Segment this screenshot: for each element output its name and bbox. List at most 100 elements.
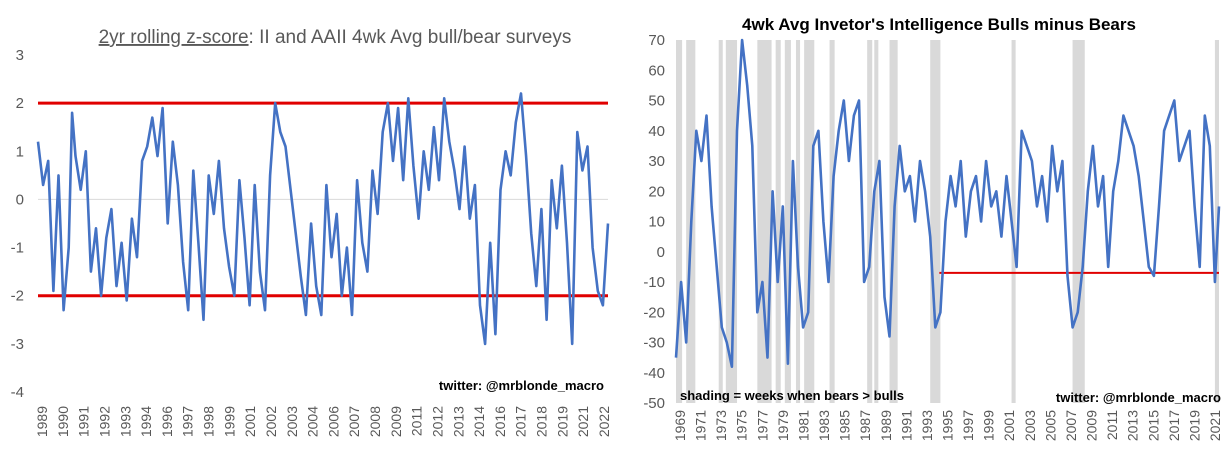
x-tick-label: 2007	[346, 406, 362, 437]
x-tick-label: 2004	[305, 406, 321, 437]
x-tick-label: 1991	[76, 406, 92, 437]
bear-shading-band	[1072, 40, 1085, 403]
x-tick-label: 2011	[409, 406, 425, 436]
x-tick-label: 1998	[201, 406, 217, 437]
zscore-series-line	[36, 92, 610, 346]
x-tick-label: 2015	[1145, 410, 1161, 441]
x-tick-label: 2021	[575, 406, 591, 437]
x-tick-label: 1987	[857, 410, 873, 441]
x-tick-label: 1969	[672, 410, 688, 441]
x-tick-label: 1990	[55, 406, 71, 437]
ii-chart-svg: 4wk Avg Invetor's Intelligence Bulls min…	[643, 15, 1223, 441]
y-tick-label: 3	[16, 47, 24, 64]
y-tick-label: -30	[643, 335, 665, 352]
x-tick-label: 2014	[471, 406, 487, 437]
x-tick-label: 1997	[180, 406, 196, 437]
y-tick-label: 20	[648, 183, 665, 200]
chart-title: 4wk Avg Invetor's Intelligence Bulls min…	[742, 15, 1136, 34]
x-tick-label: 2022	[596, 406, 612, 437]
y-tick-label: -10	[643, 274, 665, 291]
x-tick-label: 2001	[1001, 410, 1017, 441]
x-tick-label: 2019	[1186, 410, 1202, 441]
bear-shading-band	[1011, 40, 1016, 403]
shading-note: shading = weeks when bears > bulls	[680, 388, 904, 403]
x-tick-label: 1999	[981, 410, 997, 441]
bear-shading-band	[795, 40, 801, 403]
bear-shading-band	[775, 40, 781, 403]
x-tick-label: 1989	[878, 410, 894, 441]
bear-shading-band	[725, 40, 738, 403]
y-tick-label: -20	[643, 304, 665, 321]
x-tick-label: 1997	[960, 410, 976, 441]
y-tick-label: -1	[11, 240, 24, 257]
ii-series-line	[674, 38, 1221, 368]
x-tick-label: 2007	[1063, 410, 1079, 441]
y-tick-label: 0	[16, 191, 24, 208]
x-tick-label: 1971	[693, 410, 709, 441]
x-tick-label: 1999	[221, 406, 237, 437]
x-tick-label: 1977	[754, 410, 770, 441]
credit-label: twitter: @mrblonde_macro	[439, 378, 604, 393]
x-tick-label: 2019	[554, 406, 570, 437]
y-tick-label: 50	[648, 93, 665, 110]
y-tick-label: 1	[16, 143, 24, 160]
x-tick-label: 1975	[734, 410, 750, 441]
y-tick-label: -3	[11, 336, 24, 353]
chart-title: 2yr rolling z-score: II and AAII 4wk Avg…	[99, 27, 572, 48]
x-tick-label: 2013	[450, 406, 466, 437]
x-tick-label: 1983	[816, 410, 832, 441]
zscore-chart: 2yr rolling z-score: II and AAII 4wk Avg…	[0, 0, 616, 466]
y-tick-label: -40	[643, 365, 665, 382]
y-tick-label: 2	[16, 95, 24, 112]
x-tick-label: 1985	[837, 410, 853, 441]
x-tick-label: 2009	[388, 406, 404, 437]
x-tick-label: 1992	[96, 406, 112, 437]
y-tick-label: 40	[648, 123, 665, 140]
zscore-chart-svg: 2yr rolling z-score: II and AAII 4wk Avg…	[11, 27, 612, 437]
x-tick-label: 2012	[429, 406, 445, 437]
x-tick-label: 1993	[919, 410, 935, 441]
x-tick-label: 2008	[367, 406, 383, 437]
x-tick-label: 2017	[1166, 410, 1182, 441]
x-tick-label: 1989	[34, 406, 50, 437]
y-tick-label: 0	[657, 244, 665, 261]
x-tick-label: 2005	[1042, 410, 1058, 441]
y-tick-label: -2	[11, 288, 24, 305]
y-tick-label: 30	[648, 153, 665, 170]
bear-shading-band	[718, 40, 723, 403]
bear-shading-band	[804, 40, 815, 403]
x-tick-label: 1991	[898, 410, 914, 441]
chart-title-rest: : II and AAII 4wk Avg bull/bear surveys	[249, 27, 572, 48]
bear-shading-band	[676, 40, 683, 403]
x-tick-label: 2021	[1207, 410, 1223, 441]
y-tick-label: 10	[648, 214, 665, 231]
x-tick-label: 2017	[513, 406, 529, 437]
ii-bulls-bears-chart: 4wk Avg Invetor's Intelligence Bulls min…	[616, 0, 1231, 466]
x-tick-label: 1994	[138, 406, 154, 437]
x-tick-label: 2001	[242, 406, 258, 437]
x-tick-label: 2006	[325, 406, 341, 437]
x-tick-label: 1995	[940, 410, 956, 441]
x-tick-label: 2003	[1022, 410, 1038, 441]
x-tick-label: 2002	[263, 406, 279, 437]
x-tick-label: 2003	[284, 406, 300, 437]
y-tick-label: -4	[11, 384, 24, 401]
bear-shading-band	[784, 40, 791, 403]
y-tick-label: -50	[643, 395, 665, 412]
x-tick-label: 1973	[713, 410, 729, 441]
bear-shading-band	[757, 40, 772, 403]
chart-title-underlined: 2yr rolling z-score	[99, 27, 249, 48]
bear-shading-band	[867, 40, 873, 403]
x-tick-label: 1996	[159, 406, 175, 437]
credit-label: twitter: @mrblonde_macro	[1056, 390, 1221, 405]
x-tick-label: 2011	[1104, 410, 1120, 440]
x-tick-label: 1993	[117, 406, 133, 437]
x-tick-label: 2016	[492, 406, 508, 437]
bear-shading-band	[874, 40, 879, 403]
x-tick-label: 1981	[795, 410, 811, 441]
x-tick-label: 2018	[534, 406, 550, 437]
x-tick-label: 1979	[775, 410, 791, 441]
x-tick-label: 2009	[1084, 410, 1100, 441]
y-tick-label: 70	[648, 32, 665, 49]
y-tick-label: 60	[648, 62, 665, 79]
